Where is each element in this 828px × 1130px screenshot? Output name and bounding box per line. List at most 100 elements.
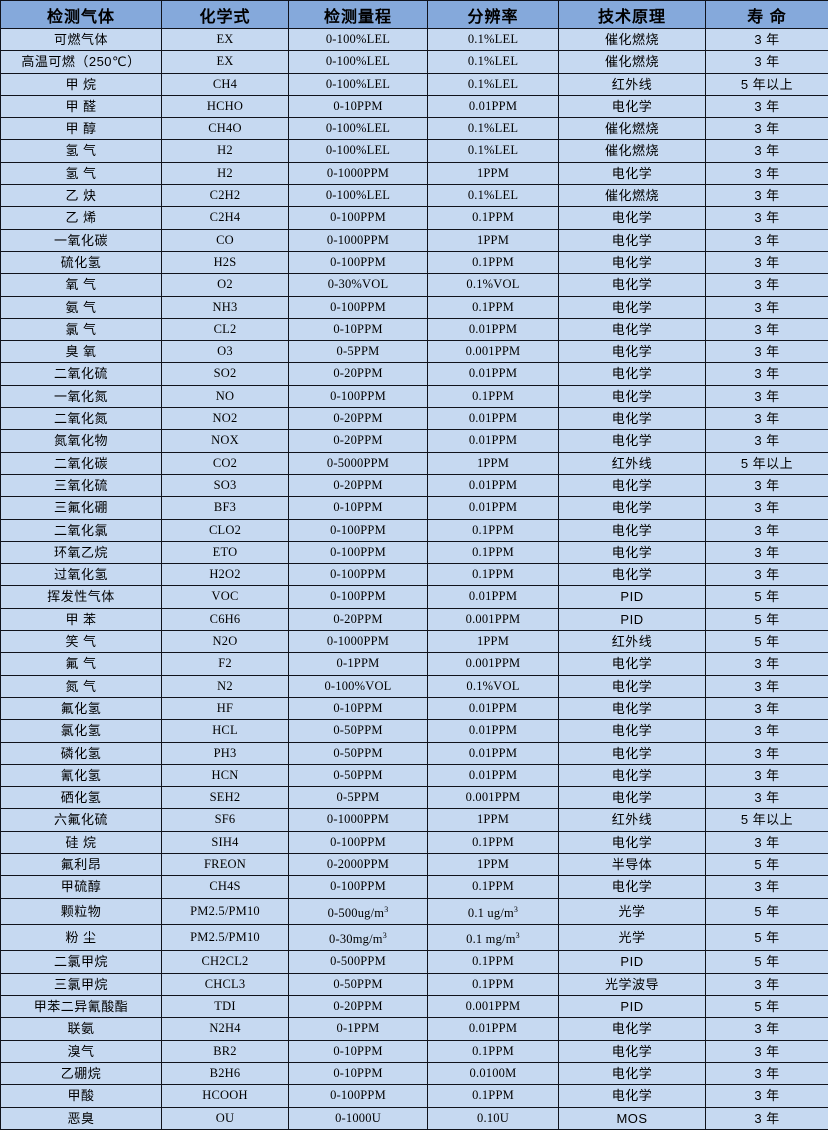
cell-gas: 甲 苯 — [1, 608, 162, 630]
cell-principle: 电化学 — [559, 564, 706, 586]
cell-range: 0-500ug/m3 — [289, 898, 428, 924]
cell-formula: CO — [162, 229, 289, 251]
cell-range: 0-20PPM — [289, 408, 428, 430]
cell-formula: H2O2 — [162, 564, 289, 586]
cell-resolution: 0.001PPM — [428, 996, 559, 1018]
cell-life: 3 年 — [706, 1040, 828, 1062]
cell-range: 0-100PPM — [289, 876, 428, 898]
cell-gas: 氟 气 — [1, 653, 162, 675]
cell-principle: PID — [559, 951, 706, 973]
cell-resolution: 1PPM — [428, 631, 559, 653]
cell-gas: 联氨 — [1, 1018, 162, 1040]
cell-formula: CH4 — [162, 73, 289, 95]
cell-resolution: 0.1PPM — [428, 519, 559, 541]
cell-formula: N2O — [162, 631, 289, 653]
cell-principle: 催化燃烧 — [559, 51, 706, 73]
cell-formula: HCN — [162, 764, 289, 786]
cell-life: 3 年 — [706, 185, 828, 207]
cell-resolution: 0.1%VOL — [428, 675, 559, 697]
cell-formula: CLO2 — [162, 519, 289, 541]
cell-range: 0-500PPM — [289, 951, 428, 973]
cell-formula: HCL — [162, 720, 289, 742]
cell-principle: 电化学 — [559, 831, 706, 853]
cell-range: 0-100PPM — [289, 586, 428, 608]
cell-range: 0-1000PPM — [289, 809, 428, 831]
cell-life: 3 年 — [706, 742, 828, 764]
cell-life: 5 年以上 — [706, 73, 828, 95]
cell-principle: 电化学 — [559, 318, 706, 340]
cell-gas: 氯化氢 — [1, 720, 162, 742]
cell-life: 3 年 — [706, 318, 828, 340]
cell-resolution: 0.1PPM — [428, 831, 559, 853]
cell-formula: PM2.5/PM10 — [162, 925, 289, 951]
cell-formula: C2H2 — [162, 185, 289, 207]
cell-life: 3 年 — [706, 341, 828, 363]
cell-resolution: 0.01PPM — [428, 697, 559, 719]
cell-gas: 氧 气 — [1, 274, 162, 296]
cell-life: 3 年 — [706, 363, 828, 385]
cell-gas: 三氟化硼 — [1, 497, 162, 519]
cell-gas: 甲苯二异氰酸酯 — [1, 996, 162, 1018]
cell-principle: 光学 — [559, 898, 706, 924]
cell-formula: C6H6 — [162, 608, 289, 630]
cell-range: 0-1000PPM — [289, 162, 428, 184]
cell-principle: 电化学 — [559, 497, 706, 519]
cell-range: 0-10PPM — [289, 1040, 428, 1062]
cell-principle: MOS — [559, 1107, 706, 1129]
cell-formula: F2 — [162, 653, 289, 675]
cell-gas: 甲 醇 — [1, 118, 162, 140]
cell-gas: 臭 氧 — [1, 341, 162, 363]
cell-life: 3 年 — [706, 1018, 828, 1040]
cell-resolution: 1PPM — [428, 809, 559, 831]
cell-range: 0-10PPM — [289, 697, 428, 719]
cell-range: 0-5PPM — [289, 341, 428, 363]
column-header-formula: 化学式 — [162, 1, 289, 29]
cell-range: 0-5PPM — [289, 787, 428, 809]
cell-gas: 二氧化氮 — [1, 408, 162, 430]
cell-resolution: 0.001PPM — [428, 608, 559, 630]
cell-gas: 二氧化氯 — [1, 519, 162, 541]
cell-principle: 电化学 — [559, 162, 706, 184]
cell-gas: 甲 烷 — [1, 73, 162, 95]
cell-gas: 氢 气 — [1, 162, 162, 184]
cell-range: 0-30%VOL — [289, 274, 428, 296]
cell-gas: 环氧乙烷 — [1, 541, 162, 563]
cell-life: 3 年 — [706, 497, 828, 519]
cell-resolution: 0.01PPM — [428, 318, 559, 340]
cell-range: 0-20PPM — [289, 996, 428, 1018]
cell-resolution: 0.1%LEL — [428, 140, 559, 162]
cell-principle: 电化学 — [559, 675, 706, 697]
cell-formula: H2S — [162, 251, 289, 273]
cell-life: 3 年 — [706, 697, 828, 719]
cell-formula: HCHO — [162, 95, 289, 117]
cell-formula: NO — [162, 385, 289, 407]
cell-range: 0-1000PPM — [289, 631, 428, 653]
cell-resolution: 0.1 ug/m3 — [428, 898, 559, 924]
cell-formula: CH4S — [162, 876, 289, 898]
cell-life: 3 年 — [706, 95, 828, 117]
cell-life: 3 年 — [706, 296, 828, 318]
cell-formula: N2H4 — [162, 1018, 289, 1040]
cell-principle: 催化燃烧 — [559, 185, 706, 207]
cell-gas: 甲硫醇 — [1, 876, 162, 898]
cell-gas: 硒化氢 — [1, 787, 162, 809]
cell-principle: 电化学 — [559, 1018, 706, 1040]
cell-range: 0-10PPM — [289, 95, 428, 117]
cell-range: 0-50PPM — [289, 720, 428, 742]
cell-formula: CH2CL2 — [162, 951, 289, 973]
cell-resolution: 0.1PPM — [428, 251, 559, 273]
cell-range: 0-1000U — [289, 1107, 428, 1129]
cell-formula: BR2 — [162, 1040, 289, 1062]
